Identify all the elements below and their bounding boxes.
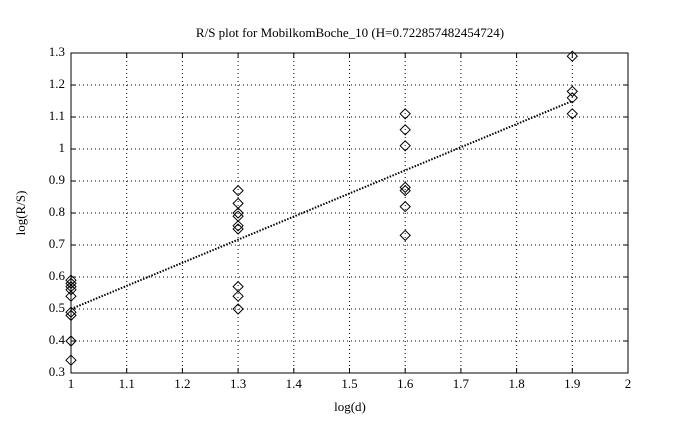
data-point — [566, 85, 579, 98]
data-point — [566, 108, 579, 120]
y-tick-label: 1.3 — [49, 44, 65, 59]
chart-title: R/S plot for MobilkomBoche_10 (H=0.72285… — [196, 25, 504, 40]
x-tick-label: 1.8 — [508, 376, 524, 391]
y-tick-label: 0.3 — [49, 364, 65, 379]
x-tick-label: 2 — [625, 376, 632, 391]
data-point — [65, 284, 77, 296]
y-tick-label: 0.6 — [49, 268, 66, 283]
x-tick-label: 1.7 — [453, 376, 470, 391]
y-tick-label: 0.7 — [49, 236, 66, 251]
data-point — [399, 229, 411, 242]
y-tick-label: 0.4 — [49, 332, 66, 347]
data-point — [232, 290, 244, 302]
y-axis-label: log(R/S) — [13, 191, 28, 236]
data-point — [399, 124, 411, 136]
data-point — [65, 335, 77, 347]
y-tick-label: 0.9 — [49, 172, 65, 187]
x-tick-label: 1.2 — [174, 376, 190, 391]
data-point — [232, 207, 244, 219]
y-tick-label: 1.1 — [49, 108, 65, 123]
x-tick-label: 1.1 — [119, 376, 135, 391]
data-point — [232, 184, 244, 197]
data-point — [566, 50, 579, 62]
data-point — [399, 200, 411, 213]
data-point — [232, 220, 244, 232]
data-point — [232, 210, 244, 222]
data-point — [232, 303, 244, 315]
x-tick-label: 1.5 — [341, 376, 357, 391]
x-tick-label: 1.6 — [397, 376, 414, 391]
data-point — [232, 223, 244, 235]
data-point — [399, 140, 411, 152]
y-tick-label: 1.2 — [49, 76, 65, 91]
data-point — [232, 280, 244, 293]
y-tick-label: 0.5 — [49, 300, 65, 315]
x-tick-label: 1.3 — [230, 376, 246, 391]
data-point — [566, 92, 579, 104]
data-point — [65, 277, 77, 290]
x-tick-label: 1.9 — [564, 376, 580, 391]
x-axis-label: log(d) — [334, 399, 366, 414]
data-point — [65, 354, 77, 366]
x-tick-label: 1.4 — [286, 376, 303, 391]
data-point — [399, 184, 411, 197]
data-point — [65, 306, 77, 318]
data-point — [65, 290, 77, 302]
data-point — [65, 309, 77, 322]
data-point — [399, 181, 411, 194]
y-tick-label: 1 — [59, 140, 66, 155]
fit-line — [70, 100, 573, 310]
x-tick-label: 1 — [68, 376, 75, 391]
data-point — [399, 108, 411, 120]
y-tick-label: 0.8 — [49, 204, 65, 219]
data-point — [232, 197, 244, 210]
